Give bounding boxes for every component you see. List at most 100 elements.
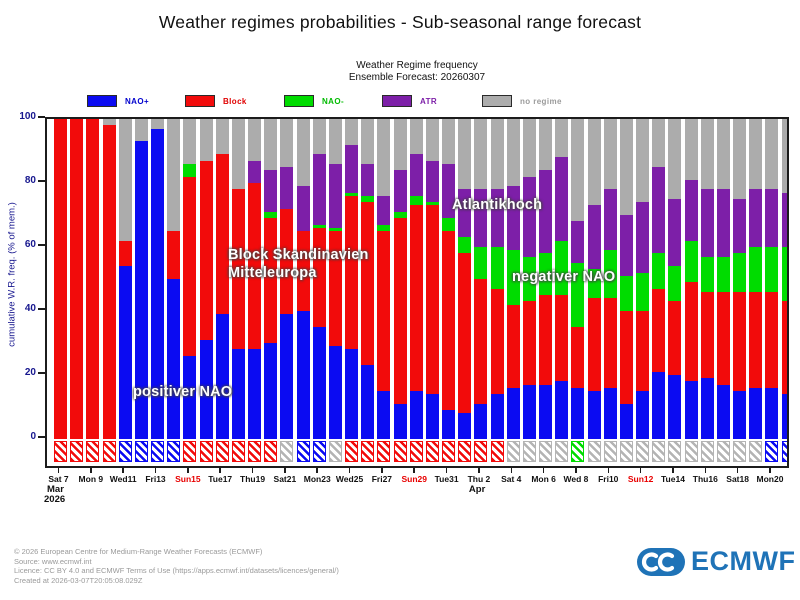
- ecmwf-emblem-icon: [637, 547, 685, 576]
- bar-thu-19-mar: [248, 119, 262, 439]
- segment-nao_plus: [636, 391, 650, 439]
- footer-copyright: © 2026 European Centre for Medium-Range …: [14, 547, 263, 556]
- segment-nao_minus: [700, 256, 714, 292]
- segment-nao_minus: [522, 256, 536, 302]
- dominant-regime-hatch-block: [409, 441, 423, 462]
- y-tick-label-80: 80: [24, 175, 36, 186]
- segment-nao_plus: [619, 403, 633, 439]
- segment-nao_minus: [684, 240, 698, 283]
- segment-block: [652, 288, 666, 372]
- segment-none: [716, 119, 730, 190]
- segment-block: [636, 311, 650, 391]
- y-tick-label-100: 100: [19, 111, 36, 122]
- x-tick-mark: [122, 468, 124, 473]
- bar-thu-12-mar: [134, 119, 148, 439]
- segment-nao_plus: [539, 384, 553, 439]
- dominant-regime-hatch-none: [652, 441, 666, 462]
- segment-block: [409, 205, 423, 391]
- dominant-regime-hatch-none: [555, 441, 569, 462]
- month-label-apr: Apr: [468, 484, 486, 495]
- segment-none: [619, 119, 633, 216]
- x-tick-label-Fri13: Fri13: [145, 474, 166, 484]
- bar-sat-11-apr: [619, 119, 633, 439]
- dominant-regime-hatch-none: [636, 441, 650, 462]
- segment-none: [199, 119, 213, 161]
- bar-mon-23-mar: [312, 119, 326, 439]
- legend-label-block: Block: [223, 96, 247, 106]
- dominant-regime-hatch-block: [425, 441, 439, 462]
- x-tick-mark: [478, 468, 480, 473]
- segment-nao_minus: [765, 247, 779, 292]
- dominant-regime-hatch-block: [248, 441, 262, 462]
- dominant-regime-hatch-nao_plus: [296, 441, 310, 462]
- segment-none: [668, 119, 682, 200]
- segment-atr: [765, 189, 779, 248]
- y-tick-mark: [38, 244, 45, 246]
- x-tick-mark: [672, 468, 674, 473]
- segment-none: [231, 119, 245, 190]
- segment-block: [458, 253, 472, 414]
- chart-subtitle: Weather Regime frequency Ensemble Foreca…: [45, 60, 789, 84]
- segment-nao_plus: [458, 413, 472, 439]
- x-tick-label-Wed25: Wed25: [335, 474, 364, 484]
- segment-nao_minus: [361, 195, 375, 203]
- segment-none: [280, 119, 294, 168]
- bar-tue-7-apr: [555, 119, 569, 439]
- segment-atr: [603, 189, 617, 251]
- segment-nao_plus: [442, 410, 456, 439]
- segment-nao_plus: [425, 394, 439, 439]
- segment-none: [248, 119, 262, 161]
- y-tick-label-20: 20: [24, 367, 36, 378]
- x-tick-mark: [90, 468, 92, 473]
- segment-nao_plus: [555, 381, 569, 439]
- segment-none: [522, 119, 536, 177]
- segment-none: [167, 119, 181, 231]
- dominant-regime-hatch-none: [603, 441, 617, 462]
- segment-none: [151, 119, 165, 129]
- x-tick-mark: [316, 468, 318, 473]
- x-tick-label-Sun12: Sun12: [627, 474, 654, 484]
- segment-atr: [539, 170, 553, 254]
- y-tick-mark: [38, 116, 45, 118]
- segment-block: [377, 231, 391, 391]
- x-tick-mark: [639, 468, 642, 473]
- segment-block: [54, 119, 67, 439]
- x-tick-label-Mon20: Mon20: [756, 474, 784, 484]
- bar-fri-27-mar: [377, 119, 391, 439]
- legend-item-nao_plus: NAO+: [87, 94, 149, 108]
- segment-nao_plus: [522, 384, 536, 439]
- segment-nao_plus: [183, 355, 197, 439]
- segment-nao_minus: [781, 247, 787, 302]
- legend-item-atr: ATR: [382, 94, 437, 108]
- segment-block: [393, 218, 407, 404]
- segment-nao_plus: [167, 279, 181, 439]
- segment-none: [603, 119, 617, 190]
- segment-atr: [377, 195, 391, 225]
- segment-none: [312, 119, 326, 155]
- segment-block: [328, 231, 342, 347]
- segment-atr: [652, 167, 666, 254]
- dominant-regime-hatch-nao_plus: [167, 441, 181, 462]
- dominant-regime-hatch-nao_plus: [118, 441, 132, 462]
- segment-nao_minus: [603, 250, 617, 299]
- segment-block: [264, 218, 278, 343]
- segment-nao_minus: [749, 247, 763, 292]
- segment-nao_plus: [684, 381, 698, 439]
- segment-nao_minus: [506, 250, 520, 305]
- x-tick-label-Sat7: Sat 7: [48, 474, 69, 484]
- x-tick-label-Tue14: Tue14: [660, 474, 685, 484]
- x-tick-mark: [542, 468, 545, 473]
- segment-none: [264, 119, 278, 171]
- segment-nao_plus: [296, 311, 310, 439]
- segment-block: [781, 301, 787, 395]
- segment-atr: [522, 176, 536, 257]
- bar-sun-29-mar: [409, 119, 423, 439]
- x-tick-mark: [251, 468, 254, 473]
- segment-atr: [296, 186, 310, 231]
- segment-nao_minus: [377, 224, 391, 231]
- segment-atr: [587, 205, 601, 270]
- segment-none: [458, 119, 472, 190]
- segment-block: [733, 291, 747, 391]
- x-tick-mark: [769, 468, 771, 473]
- segment-block: [765, 291, 779, 388]
